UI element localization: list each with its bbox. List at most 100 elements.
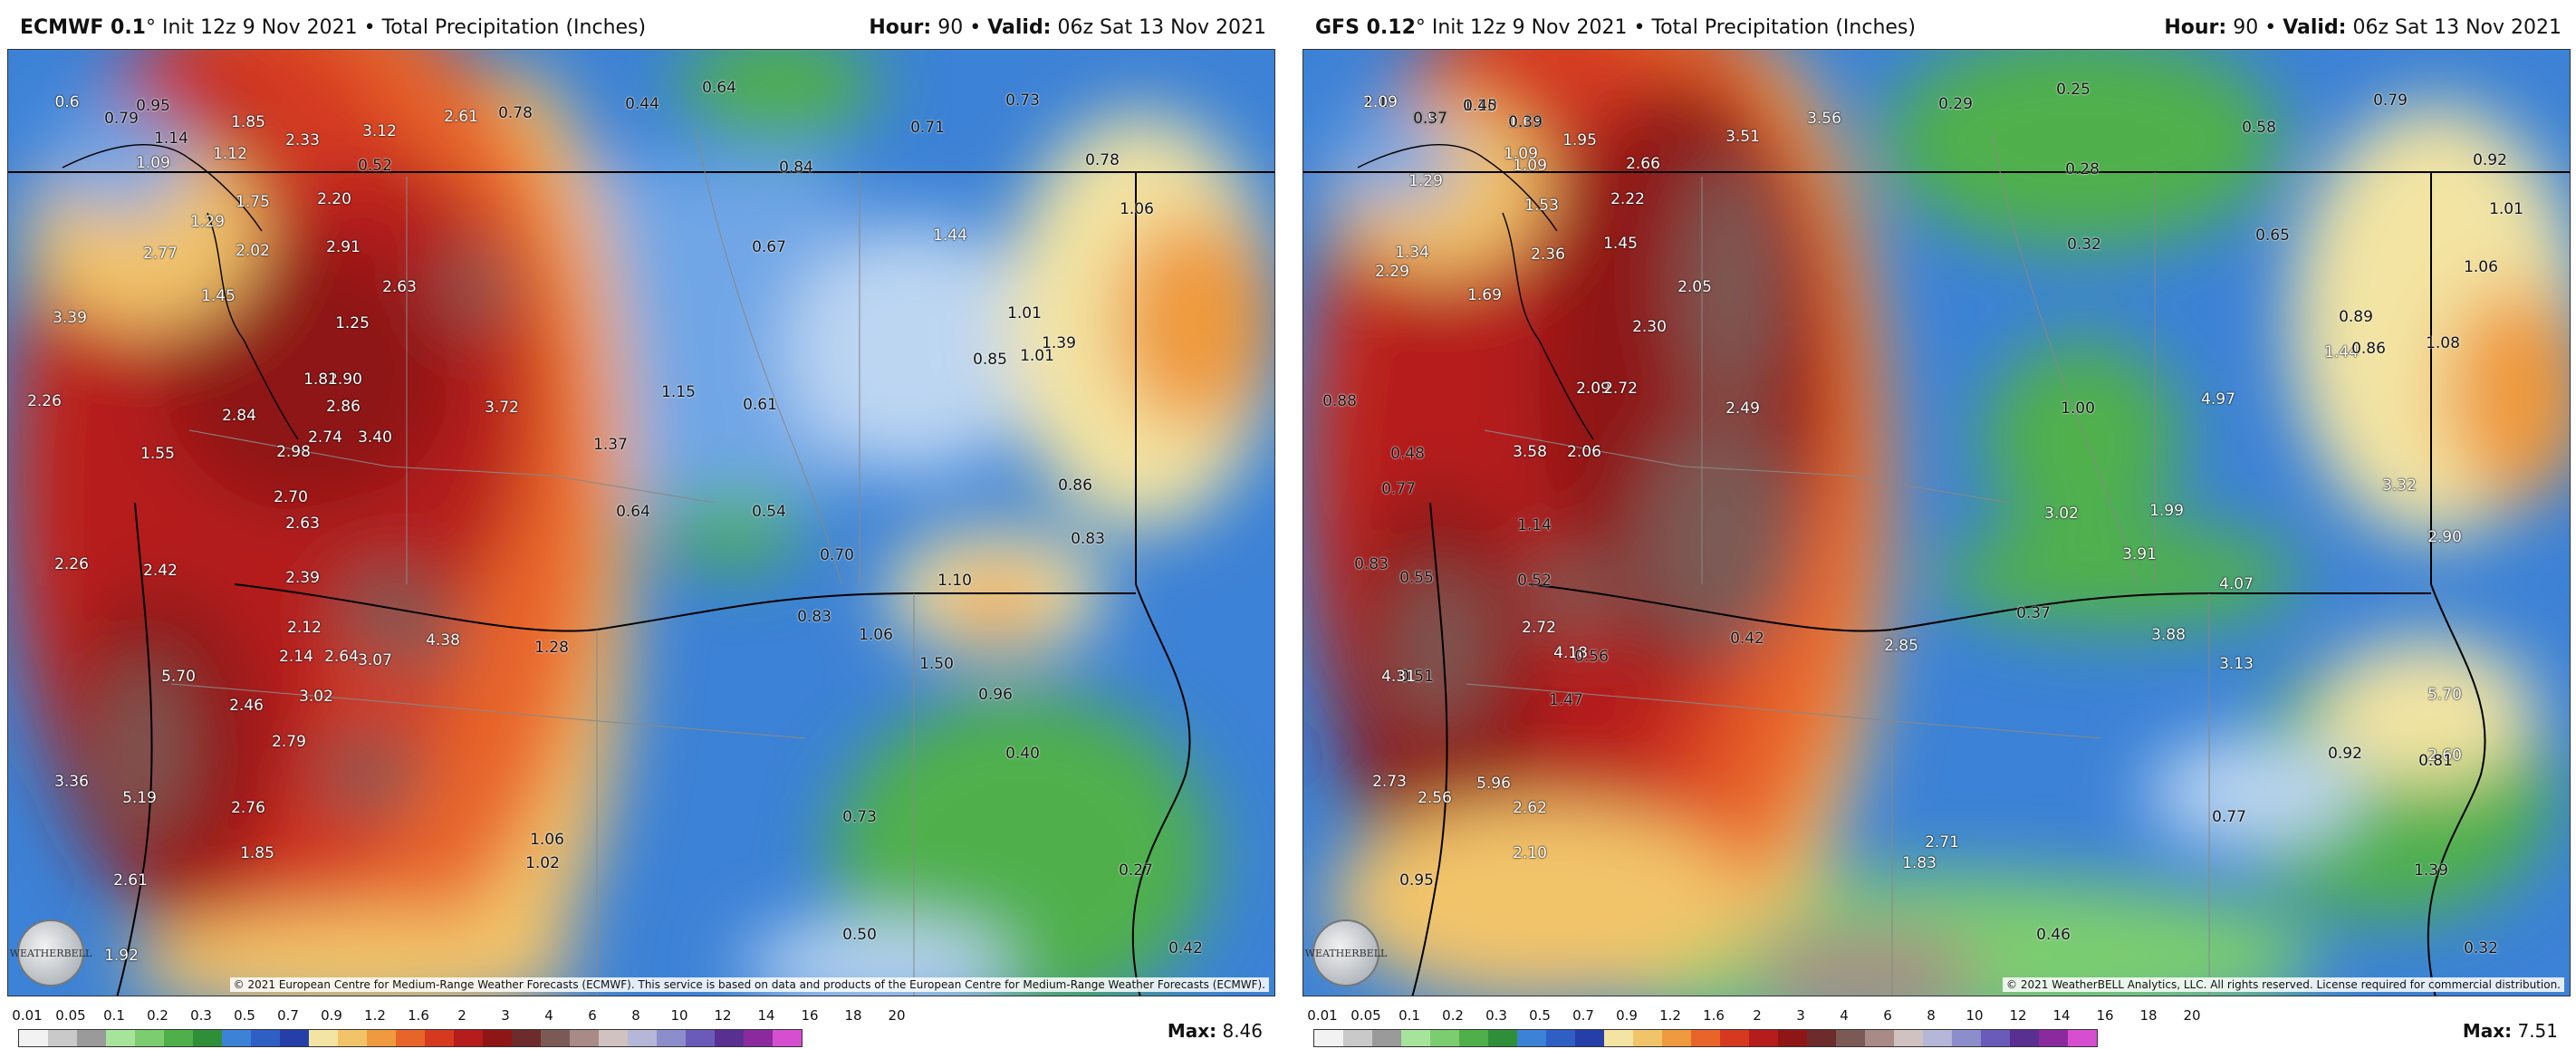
- precip-value-label: 1.37: [593, 436, 628, 454]
- precip-value-label: 1.44: [2324, 343, 2359, 361]
- legend-tick-label: 0.9: [321, 1007, 342, 1024]
- legend-swatch: [1604, 1030, 1633, 1046]
- precip-value-label: 0.92: [2328, 745, 2362, 763]
- legend-swatch: [1923, 1030, 1952, 1046]
- boundaries: [8, 130, 1274, 996]
- legend-tick-label: 20: [888, 1007, 906, 1024]
- precip-value-label: 1.15: [661, 383, 696, 401]
- precip-value-label: 0.78: [1085, 151, 1120, 169]
- precip-value-label: 3.39: [53, 309, 87, 327]
- legend-swatch: [338, 1030, 367, 1046]
- legend-tick-label: 14: [757, 1007, 775, 1024]
- precip-value-label: 1.92: [104, 947, 139, 965]
- legend-swatch: [309, 1030, 338, 1046]
- panel-header: ECMWF 0.1° Init 12z 9 Nov 2021 • Total P…: [0, 0, 1281, 49]
- legend-swatch: [657, 1030, 686, 1046]
- legend-swatch: [1343, 1030, 1372, 1046]
- legend-tick-label: 0.05: [55, 1007, 86, 1024]
- legend-swatch: [1517, 1030, 1546, 1046]
- legend-swatch: [1836, 1030, 1865, 1046]
- valid-value: 06z Sat 13 Nov 2021: [1057, 16, 1266, 39]
- precip-value-label: 0.6: [54, 93, 80, 111]
- legend-swatch: [222, 1030, 251, 1046]
- precip-value-label: 1.02: [525, 854, 560, 872]
- precip-value-label: 1.85: [240, 844, 274, 862]
- precip-value-label: 2.49: [1725, 399, 1760, 418]
- degree-symbol: °: [1415, 16, 1426, 39]
- legend-swatch: [396, 1030, 425, 1046]
- legend-tick-label: 8: [1927, 1007, 1936, 1024]
- precip-value-label: 2.90: [2427, 528, 2462, 546]
- precip-value-label: 1.14: [1517, 516, 1552, 534]
- precip-field: [1303, 50, 2570, 996]
- legend-ticks: 0.01 0.05 0.1 0.2 0.3 0.5 0.7 0.9 1.2 1.6 2 3 4 6 8 10 1…: [12, 1007, 924, 1025]
- legend-swatch: [135, 1030, 164, 1046]
- precip-value-label: 0.58: [2242, 119, 2276, 137]
- legend-tick-label: 0.01: [1307, 1007, 1338, 1024]
- precip-value-label: 4.31: [1381, 668, 1416, 686]
- max-label: Max:: [2462, 1020, 2513, 1042]
- legend-swatch: [164, 1030, 193, 1046]
- precip-value-label: 0.95: [136, 97, 170, 115]
- valid-value: 06z Sat 13 Nov 2021: [2352, 16, 2562, 39]
- precip-value-label: 0.61: [743, 396, 777, 414]
- precip-value-label: 0.55: [1399, 569, 1434, 587]
- precip-value-label: 5.19: [122, 789, 157, 807]
- legend-tick-label: 2: [1753, 1007, 1762, 1024]
- precip-value-label: 3.72: [485, 399, 519, 417]
- precip-value-label: 1.10: [1463, 97, 1497, 115]
- precip-value-label: 2.64: [324, 648, 359, 666]
- precip-value-label: 0.92: [2473, 151, 2507, 169]
- legend-swatch: [48, 1030, 77, 1046]
- precip-value-label: 3.12: [362, 122, 397, 140]
- precip-value-label: 2.71: [1925, 833, 1959, 852]
- precip-value-label: 2.29: [1375, 263, 1409, 281]
- color-legend: 0.01 0.05 0.1 0.2 0.3 0.5 0.7 0.9 1.2 1.6 2 3 4 6 8 10 1…: [1307, 1000, 2219, 1049]
- precip-value-label: 1.50: [919, 655, 954, 673]
- precip-value-label: 2.66: [1626, 155, 1660, 173]
- hour-value: 90: [937, 16, 964, 39]
- legend-swatch: [686, 1030, 715, 1046]
- precip-value-label: 3.51: [1725, 128, 1760, 146]
- precip-value-label: 4.97: [2201, 390, 2235, 409]
- precip-value-label: 0.32: [2464, 939, 2498, 958]
- init-time: Init 12z 9 Nov 2021: [162, 16, 358, 39]
- legend-tick-label: 1.6: [1703, 1007, 1725, 1024]
- legend-color-bar: [18, 1029, 803, 1047]
- weatherbell-logo: WEATHERBELL: [10, 919, 91, 986]
- color-legend: 0.01 0.05 0.1 0.2 0.3 0.5 0.7 0.9 1.2 1.6 2 3 4 6 8 10 1…: [12, 1000, 924, 1049]
- precip-value-label: 0.37: [1413, 110, 1447, 128]
- precip-value-label: 0.37: [2016, 604, 2051, 622]
- precip-value-label: 1.12: [213, 145, 247, 163]
- gfs-panel: GFS 0.12° Init 12z 9 Nov 2021 • Total Pr…: [1295, 0, 2576, 1049]
- precip-value-label: 0.50: [842, 926, 877, 944]
- precip-value-label: 1.29: [1408, 172, 1443, 190]
- precip-value-label: 2.02: [235, 242, 270, 260]
- precip-value-label: 1.25: [335, 314, 370, 332]
- precip-value-label: 1.99: [2149, 502, 2184, 520]
- precip-value-label: 1.15: [1363, 93, 1398, 111]
- precip-value-label: 2.70: [274, 488, 308, 506]
- precip-value-label: 0.40: [1005, 745, 1040, 763]
- legend-tick-label: 6: [1883, 1007, 1892, 1024]
- precip-value-label: 5.70: [2427, 686, 2462, 704]
- precip-value-label: 5.96: [1476, 775, 1511, 793]
- hour-value: 90: [2233, 16, 2259, 39]
- precip-value-label: 2.62: [1513, 799, 1547, 817]
- field-name: Total Precipitation (Inches): [1651, 16, 1916, 39]
- precip-value-label: 1.08: [2426, 334, 2460, 352]
- precip-field: [8, 50, 1274, 996]
- precip-value-label: 0.79: [104, 110, 139, 128]
- legend-tick-label: 0.7: [1572, 1007, 1594, 1024]
- legend-swatch: [1720, 1030, 1749, 1046]
- legend-tick-label: 3: [501, 1007, 510, 1024]
- separator: •: [969, 16, 982, 39]
- precip-value-label: 0.86: [1058, 476, 1092, 495]
- legend-swatch: [2010, 1030, 2039, 1046]
- precip-value-label: 1.09: [1504, 145, 1538, 163]
- legend-swatch: [1575, 1030, 1604, 1046]
- precip-value-label: 2.63: [285, 515, 320, 533]
- precip-value-label: 2.76: [231, 799, 265, 817]
- precip-value-label: 0.78: [498, 104, 533, 122]
- legend-swatch: [251, 1030, 280, 1046]
